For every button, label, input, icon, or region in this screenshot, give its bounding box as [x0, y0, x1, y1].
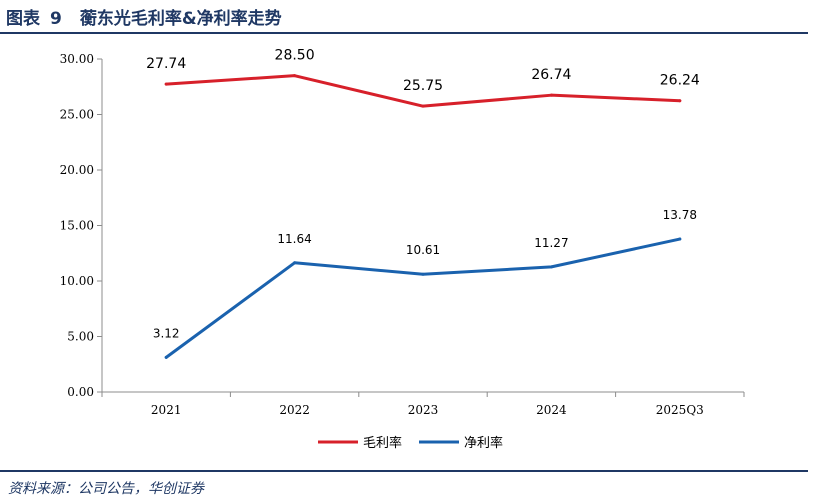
data-label: 11.27 — [534, 236, 568, 250]
y-tick-label: 30.00 — [60, 52, 94, 66]
y-tick-label: 20.00 — [60, 163, 94, 177]
source-note: 资料来源：公司公告，华创证券 — [8, 481, 204, 497]
data-point — [549, 93, 553, 97]
x-tick-label: 2025Q3 — [656, 403, 704, 417]
data-point — [678, 237, 682, 241]
data-label: 11.64 — [277, 232, 311, 246]
data-label: 26.74 — [531, 67, 571, 83]
data-label: 26.24 — [660, 73, 700, 89]
data-label: 13.78 — [663, 208, 697, 222]
y-tick-label: 15.00 — [60, 219, 94, 233]
footer-rule — [0, 470, 808, 472]
data-point — [164, 355, 168, 359]
data-label: 3.12 — [153, 326, 180, 340]
figure-title: 图表 9 蘅东光毛利率&净利率走势 — [6, 4, 282, 29]
data-label: 10.61 — [406, 243, 440, 257]
x-tick-label: 2021 — [151, 403, 182, 417]
data-point — [164, 82, 168, 86]
data-label: 28.50 — [275, 48, 315, 64]
data-point — [678, 99, 682, 103]
x-tick-label: 2023 — [408, 403, 439, 417]
legend-label: 毛利率 — [363, 435, 402, 451]
data-point — [421, 272, 425, 276]
y-tick-label: 25.00 — [60, 108, 94, 122]
data-point — [421, 104, 425, 108]
data-point — [293, 261, 297, 265]
figure-label: 图表 — [6, 9, 40, 29]
data-point — [293, 74, 297, 78]
data-label: 27.74 — [146, 56, 186, 72]
legend-label: 净利率 — [464, 435, 503, 451]
data-label: 25.75 — [403, 78, 443, 94]
y-tick-label: 5.00 — [67, 330, 94, 344]
line-chart: 0.00 5.00 10.00 15.00 20.00 25.00 30.00 2021 202… — [60, 48, 745, 451]
figure-header: 图表 9 蘅东光毛利率&净利率走势 — [0, 0, 814, 32]
figure-number: 9 — [50, 9, 62, 29]
x-tick-label: 2022 — [279, 403, 310, 417]
header-rule — [0, 32, 808, 34]
y-tick-label: 10.00 — [60, 274, 94, 288]
data-point — [549, 265, 553, 269]
y-tick-label: 0.00 — [67, 385, 94, 399]
figure-title-text: 蘅东光毛利率&净利率走势 — [79, 9, 282, 29]
x-tick-label: 2024 — [536, 403, 567, 417]
